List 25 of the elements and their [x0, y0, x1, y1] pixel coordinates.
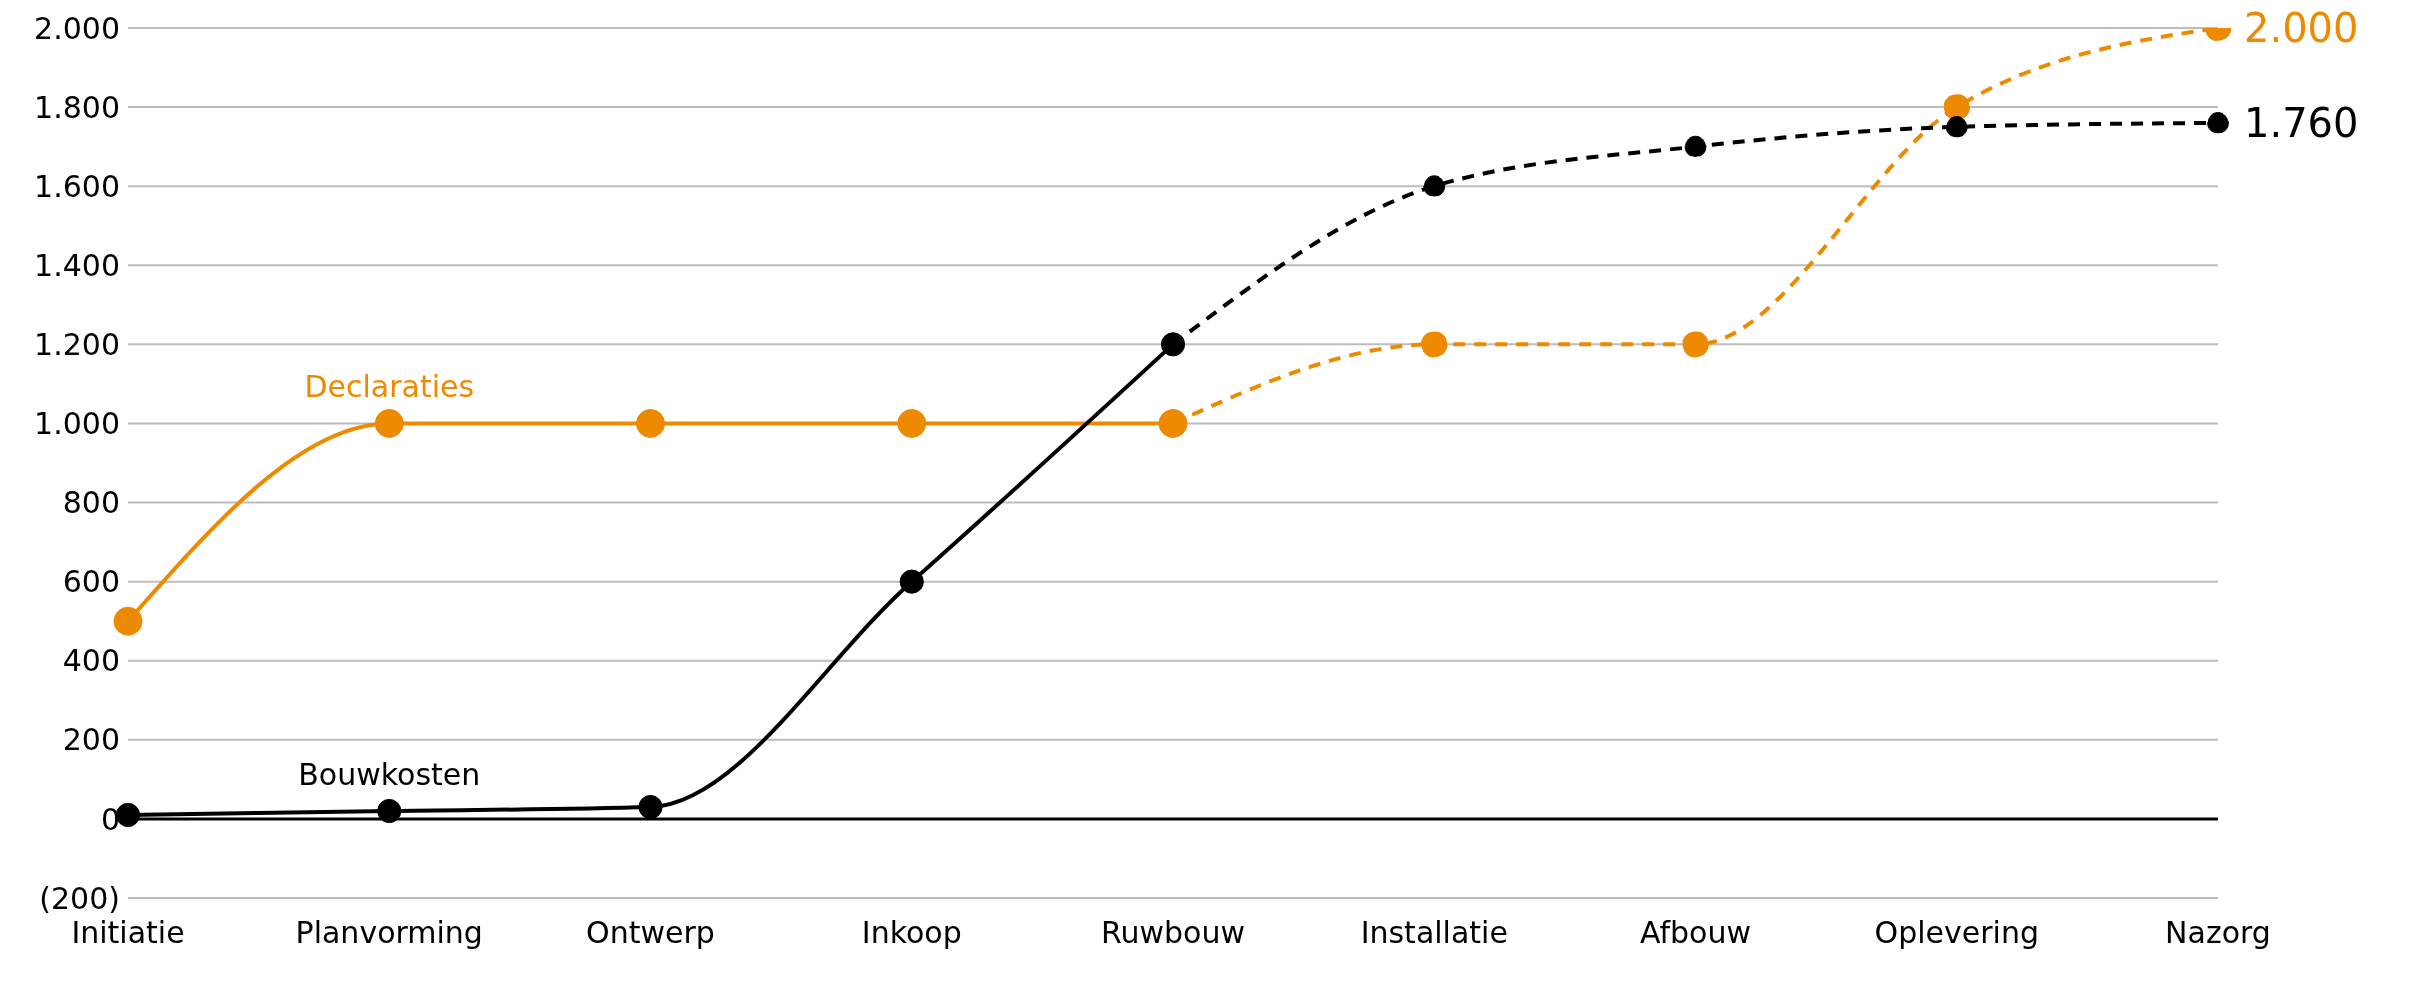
y-tick-label: 1.400: [34, 247, 120, 283]
x-tick-label: Oplevering: [1874, 915, 2039, 951]
y-tick-label: 1.200: [34, 327, 120, 363]
y-tick-label: 400: [62, 643, 120, 679]
data-label: 1.760: [2244, 99, 2359, 146]
y-tick-label: 600: [62, 564, 120, 600]
x-tick-label: Installatie: [1360, 915, 1508, 951]
x-tick-label: Initiatie: [71, 915, 185, 951]
y-tick-label: 800: [62, 485, 120, 521]
y-tick-label: (200): [39, 880, 120, 916]
y-tick-label: 200: [62, 722, 120, 758]
data-label: 2.000: [2244, 5, 2359, 51]
series-label: Declaraties: [304, 369, 475, 405]
y-tick-label: 0: [100, 801, 120, 837]
x-tick-label: Inkoop: [861, 915, 962, 951]
y-tick-label: 2.000: [34, 10, 120, 46]
x-tick-label: Nazorg: [2165, 915, 2271, 951]
x-tick-label: Planvorming: [295, 915, 483, 951]
x-tick-label: Afbouw: [1640, 915, 1751, 951]
y-tick-label: 1.600: [34, 168, 120, 204]
x-tick-label: Ontwerp: [586, 915, 715, 951]
x-tick-label: Ruwbouw: [1101, 915, 1245, 951]
series-label: Bouwkosten: [298, 757, 481, 792]
y-tick-label: 1.000: [34, 406, 120, 442]
y-tick-label: 1.800: [34, 89, 120, 125]
